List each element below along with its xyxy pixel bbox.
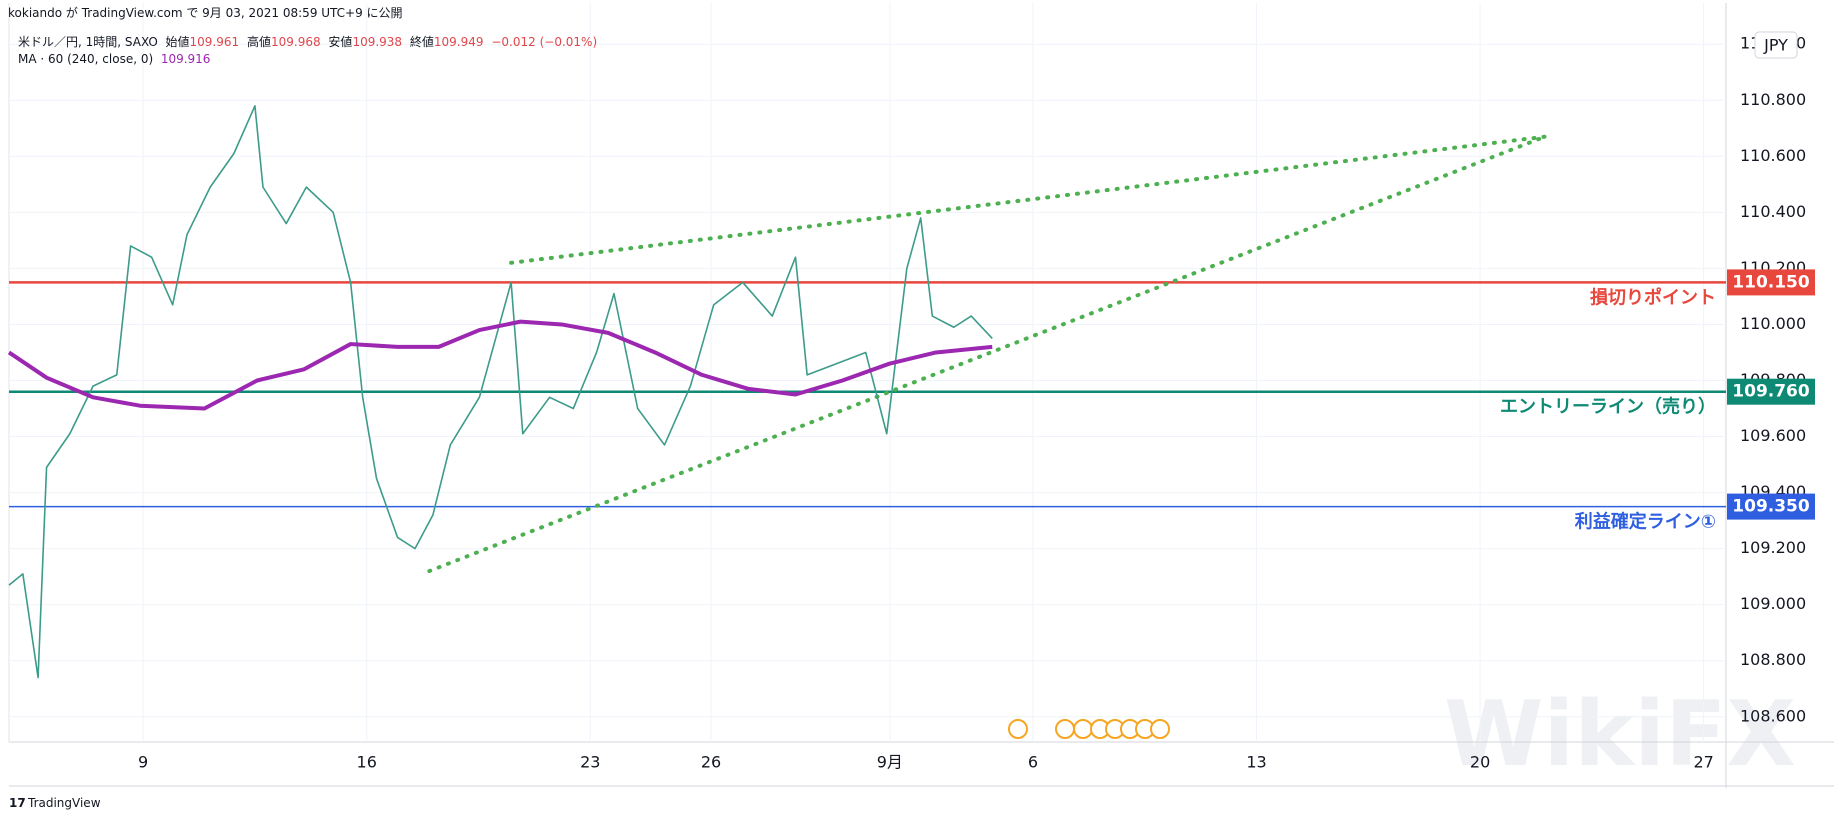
y-tick-label: 110.400 (1740, 202, 1806, 221)
level-badge (1727, 493, 1815, 520)
change: −0.012 (−0.01%) (491, 35, 598, 49)
ohlc-value: 109.961 (189, 35, 240, 49)
symbol: 米ドル／円, 1時間, SAXO (18, 35, 158, 49)
ma-value: 109.916 (160, 52, 211, 66)
y-tick-label: 109.000 (1740, 594, 1806, 613)
level-badge (1727, 378, 1815, 405)
y-tick-label: 110.800 (1740, 90, 1806, 109)
x-tick-label: 16 (357, 753, 377, 772)
currency-badge (1754, 31, 1798, 59)
x-tick-label: 20 (1470, 753, 1490, 772)
x-tick-label: 9 (138, 753, 148, 772)
y-tick-label: 110.600 (1740, 146, 1806, 165)
event-icon (1073, 719, 1093, 739)
price-line (8, 105, 993, 679)
x-tick-label: 6 (1028, 753, 1038, 772)
level-label: 109.350 (1732, 497, 1810, 517)
x-tick-label: 27 (1693, 753, 1713, 772)
y-tick-label: 110.000 (1740, 314, 1806, 333)
trendline (427, 134, 1547, 574)
ma-line (7, 319, 993, 411)
ma-name: MA · 60 (240, close, 0) (18, 52, 154, 66)
y-tick-label: 109.200 (1740, 538, 1806, 557)
y-tick-label: 108.600 (1740, 706, 1806, 725)
level-name: 損切りポイント (1590, 286, 1716, 308)
level-badge (1727, 269, 1815, 296)
x-tick-label: 9月 (877, 753, 903, 772)
level-name: エントリーライン（売り） (1500, 396, 1716, 418)
x-tick-label: 26 (701, 753, 721, 772)
logo: 17 (9, 796, 26, 810)
ohlc-label: 終値 (409, 35, 434, 49)
x-tick-label: 23 (580, 753, 600, 772)
footer-text: TradingView (28, 796, 101, 810)
legend: 米ドル／円, 1時間, SAXO 始値109.961 高値109.968 安値1… (18, 34, 601, 68)
attribution: kokiando が TradingView.com で 9月 03, 2021… (8, 6, 403, 20)
ohlc-label: 安値 (328, 35, 353, 49)
event-icon (1150, 719, 1170, 739)
level-label: 109.760 (1732, 382, 1810, 402)
level-name: 利益確定ライン① (1575, 511, 1716, 533)
ohlc-value: 109.968 (270, 35, 321, 49)
ohlc-label: 高値 (246, 35, 271, 49)
legend-row: MA · 60 (240, close, 0) 109.916 (18, 51, 601, 68)
ohlc-value: 109.949 (433, 35, 484, 49)
event-icon (1055, 719, 1075, 739)
y-tick-label: 108.800 (1740, 650, 1806, 669)
y-tick-label: 109.600 (1740, 426, 1806, 445)
ohlc-label: 始値 (165, 35, 190, 49)
legend-row: 米ドル／円, 1時間, SAXO 始値109.961 高値109.968 安値1… (18, 34, 601, 51)
footer: 17 TradingView (9, 796, 101, 810)
trendline (509, 134, 1547, 265)
level-label: 110.150 (1732, 272, 1810, 292)
watermark: WikiFX (1444, 682, 1796, 787)
ohlc-value: 109.938 (352, 35, 403, 49)
currency: JPY (1763, 36, 1788, 55)
event-icon (1008, 719, 1028, 739)
x-tick-label: 13 (1246, 753, 1266, 772)
